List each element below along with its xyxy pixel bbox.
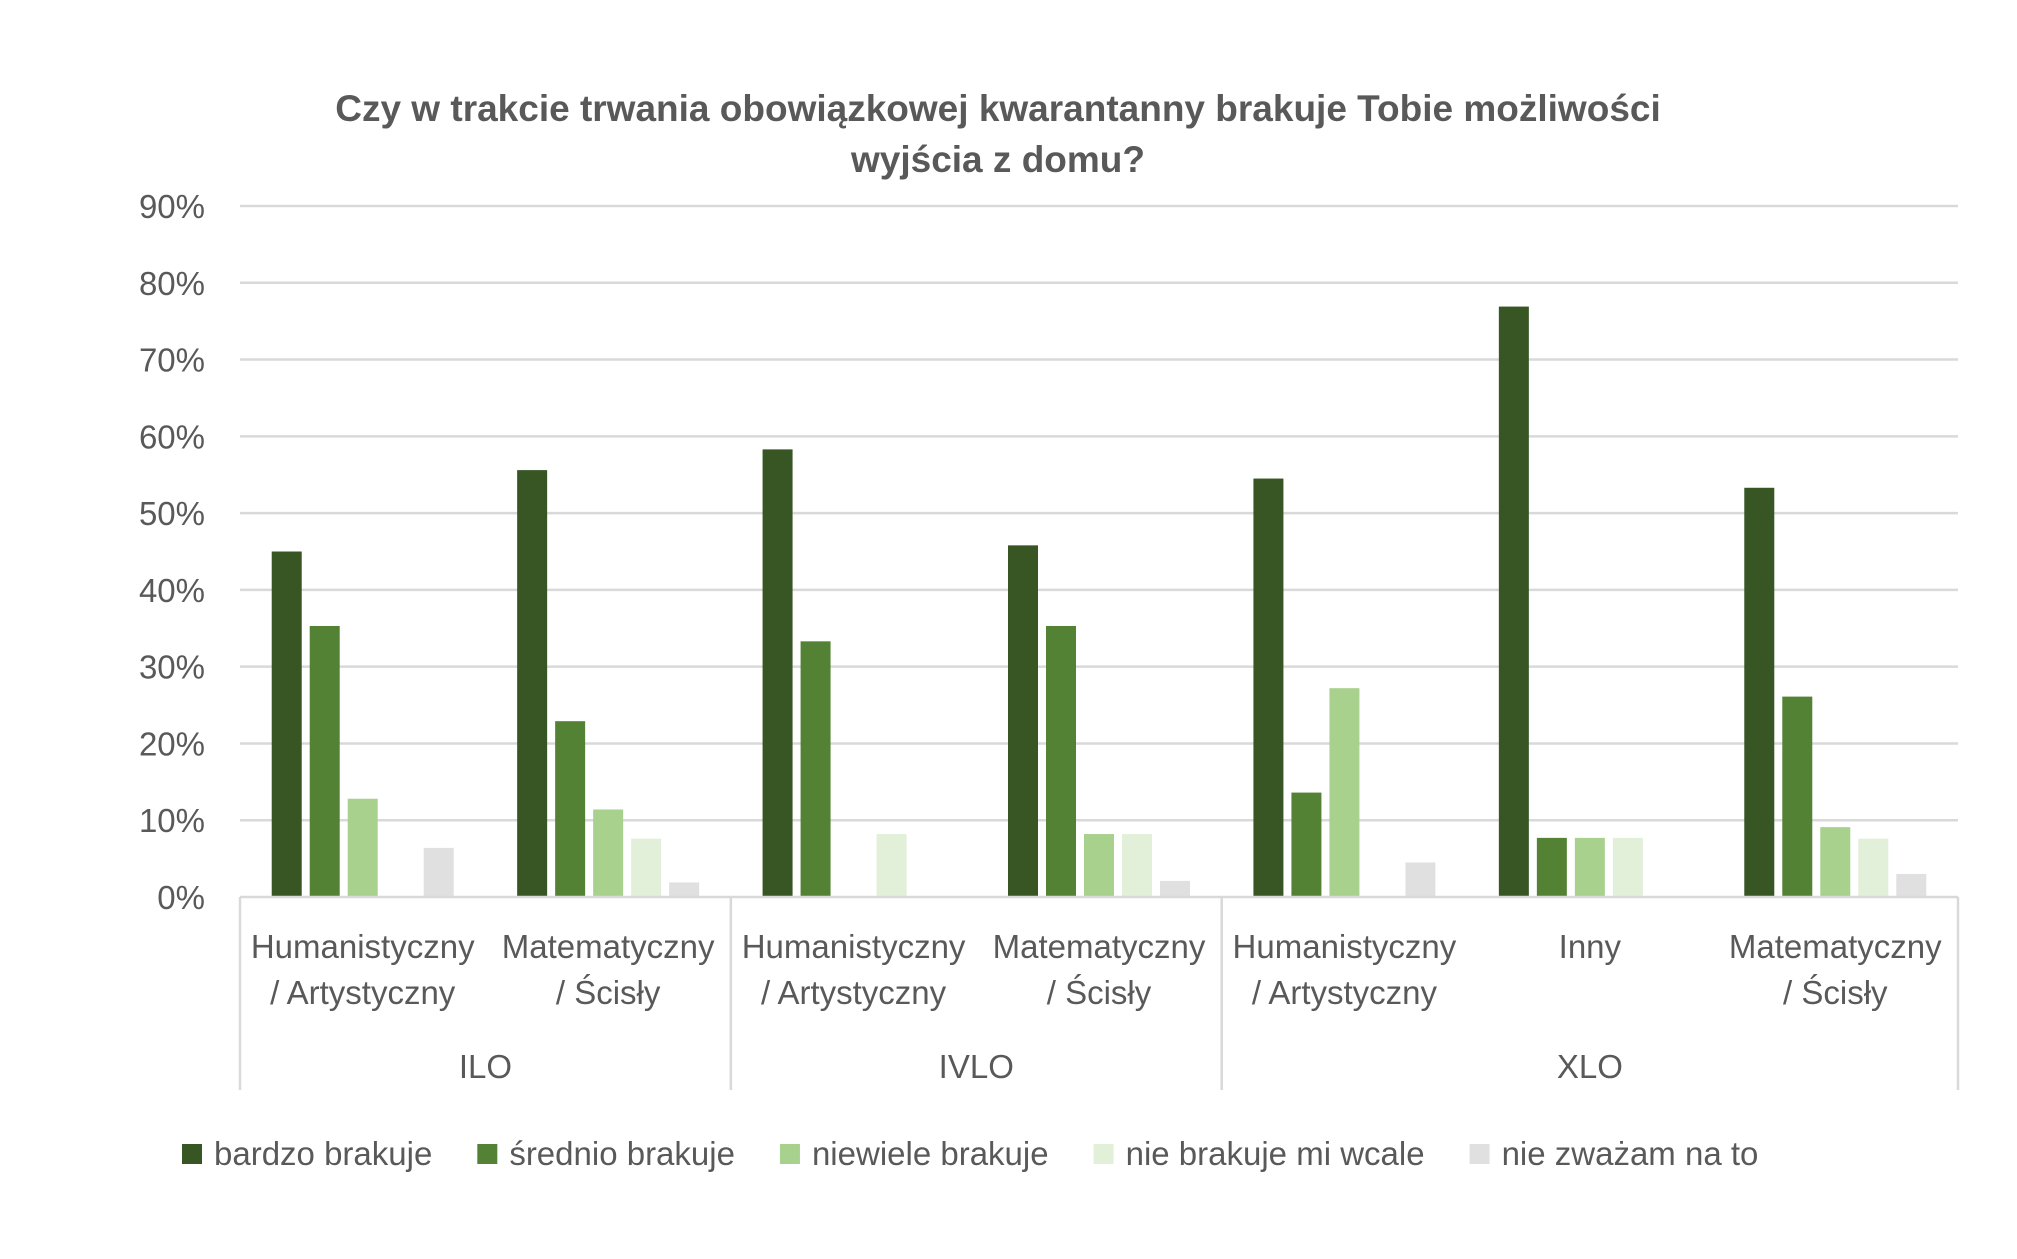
legend-label: bardzo brakuje xyxy=(214,1135,432,1172)
bar-niewiele-brakuje xyxy=(1084,834,1114,897)
y-tick-label: 60% xyxy=(139,418,205,455)
bar-niewiele-brakuje xyxy=(1820,827,1851,897)
category-label: Humanistyczny xyxy=(251,928,475,965)
bar-średnio-brakuje xyxy=(1046,625,1076,897)
y-tick-label: 40% xyxy=(139,572,205,609)
bar-niewiele-brakuje xyxy=(593,809,624,897)
y-tick-label: 80% xyxy=(139,265,205,302)
legend: bardzo brakuje średnio brakuje niewiele br… xyxy=(182,1135,1758,1172)
y-tick-label: 0% xyxy=(157,879,205,916)
bar-nie-zważam-na-to xyxy=(423,847,454,897)
bar-średnio-brakuje xyxy=(309,625,340,897)
bar-nie-zważam-na-to xyxy=(1405,862,1436,897)
bar-nie-brakuje-mi-wcale xyxy=(1612,837,1643,897)
legend-swatch xyxy=(477,1144,498,1164)
category-label: Humanistyczny xyxy=(742,928,966,965)
bar-nie-zważam-na-to xyxy=(1896,873,1927,897)
category-label: / Artystyczny xyxy=(270,974,456,1011)
bar-nie-zważam-na-to xyxy=(1160,880,1190,897)
category-label: / Artystyczny xyxy=(1252,974,1438,1011)
bar-bardzo-brakuje xyxy=(1008,545,1038,897)
bar-bardzo-brakuje xyxy=(271,551,302,897)
bars xyxy=(271,306,1927,898)
legend-swatch xyxy=(1469,1144,1490,1164)
category-label: / Ścisły xyxy=(1783,973,1888,1011)
bar-niewiele-brakuje xyxy=(1574,837,1605,897)
bar-niewiele-brakuje xyxy=(1329,688,1360,897)
bar-bardzo-brakuje xyxy=(1253,478,1284,897)
bar-nie-zważam-na-to xyxy=(669,882,700,897)
legend-swatch xyxy=(182,1144,202,1164)
group-label: ILO xyxy=(459,1048,512,1085)
category-label: / Ścisły xyxy=(556,973,661,1011)
category-label: / Ścisły xyxy=(1047,973,1152,1011)
chart-title-line-2: wyjścia z domu? xyxy=(850,139,1145,180)
category-axis: Humanistyczny / Artystyczny Matematyczny / … xyxy=(238,895,1960,1090)
category-label: Humanistyczny xyxy=(1233,928,1457,965)
y-tick-label: 50% xyxy=(139,495,205,532)
legend-label: nie brakuje mi wcale xyxy=(1126,1135,1425,1172)
group-label: IVLO xyxy=(939,1048,1014,1085)
bar-bardzo-brakuje xyxy=(762,449,793,897)
bar-średnio-brakuje xyxy=(1782,696,1813,897)
bar-nie-brakuje-mi-wcale xyxy=(876,834,907,897)
y-tick-label: 30% xyxy=(139,649,205,686)
bar-średnio-brakuje xyxy=(1291,792,1322,897)
category-label: Matematyczny xyxy=(1729,928,1942,965)
bar-bardzo-brakuje xyxy=(1498,306,1529,898)
y-tick-label: 90% xyxy=(139,188,205,225)
category-label: Matematyczny xyxy=(502,928,715,965)
bar-nie-brakuje-mi-wcale xyxy=(1122,834,1152,897)
bar-nie-brakuje-mi-wcale xyxy=(631,838,662,897)
legend-swatch xyxy=(1093,1144,1114,1164)
y-tick-label: 70% xyxy=(139,342,205,379)
legend-swatch xyxy=(779,1144,800,1164)
bar-średnio-brakuje xyxy=(555,721,586,897)
y-tick-label: 10% xyxy=(139,802,205,839)
chart-title-line-1: Czy w trakcie trwania obowiązkowej kwara… xyxy=(335,88,1661,129)
bar-bardzo-brakuje xyxy=(1744,487,1775,897)
legend-label: średnio brakuje xyxy=(509,1135,735,1172)
y-tick-label: 20% xyxy=(139,725,205,762)
category-label: / Artystyczny xyxy=(761,974,947,1011)
category-label: Matematyczny xyxy=(993,928,1206,965)
bar-bardzo-brakuje xyxy=(517,470,548,897)
bar-nie-brakuje-mi-wcale xyxy=(1858,838,1889,897)
bar-średnio-brakuje xyxy=(1536,837,1567,897)
bar-średnio-brakuje xyxy=(800,641,831,897)
legend-label: niewiele brakuje xyxy=(812,1135,1049,1172)
group-label: XLO xyxy=(1557,1048,1623,1085)
bar-niewiele-brakuje xyxy=(347,798,378,897)
category-label: Inny xyxy=(1559,928,1622,965)
legend-label: nie zważam na to xyxy=(1502,1135,1759,1172)
